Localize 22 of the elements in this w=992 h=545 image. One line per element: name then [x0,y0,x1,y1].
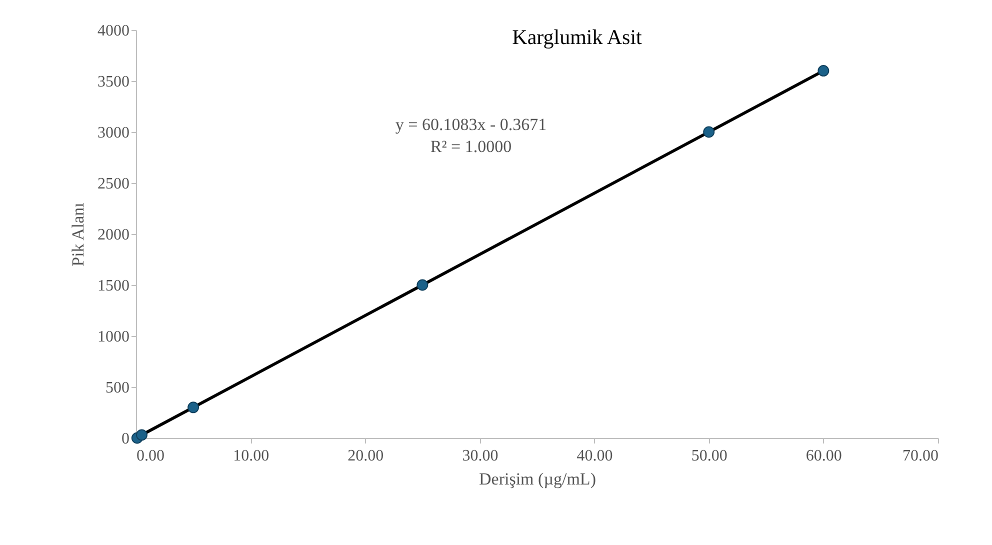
x-tick-label: 40.00 [576,448,613,464]
y-tick-label: 2500 [98,176,130,192]
chart-title: Karglumik Asit [512,25,642,49]
annotation: R² = 1.0000 [430,137,512,156]
y-tick-label: 2000 [98,226,130,244]
x-tick-label: 10.00 [233,448,270,464]
y-tick-label: 0 [122,430,130,448]
x-axis-title: Derişim (µg/mL) [479,470,596,488]
x-tick-label: 60.00 [806,448,842,464]
y-tick-label: 3500 [98,74,130,90]
y-tick-label: 1000 [98,328,130,346]
x-tick-label: 70.00 [902,448,938,464]
y-axis-title: Pik Alanı [68,202,88,266]
y-tick-label: 3000 [98,124,130,142]
x-tick-label: 30.00 [462,448,498,464]
y-tick-label: 4000 [98,22,130,40]
y-tick-label: 500 [106,380,130,396]
annotation: y = 60.1083x - 0.3671 [395,115,547,134]
x-tick-label: 20.00 [348,448,384,464]
x-tick-label: 50.00 [691,448,728,464]
y-tick-label: 1500 [98,278,130,294]
x-tick-label: 0.00 [136,448,164,464]
